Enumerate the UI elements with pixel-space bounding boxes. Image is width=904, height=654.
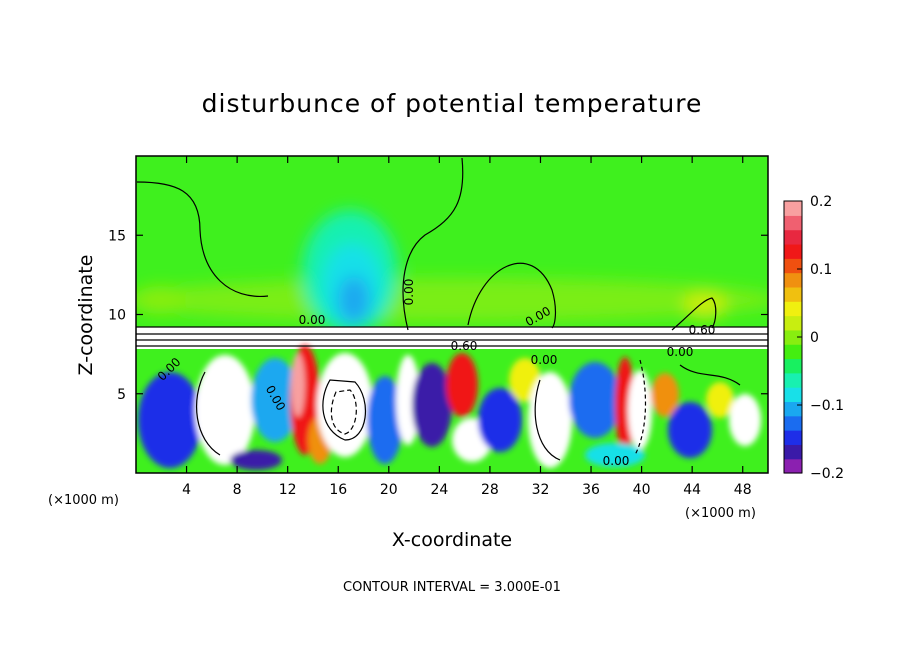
colorbar-tick-label: 0 <box>810 330 819 346</box>
contour-interval-note: CONTOUR INTERVAL = 3.000E-01 <box>343 580 561 595</box>
colorbar-swatch <box>784 258 802 274</box>
y-tick-label: 15 <box>108 228 126 244</box>
x-axis-label: X-coordinate <box>392 529 512 551</box>
contour-upper-right <box>671 297 717 331</box>
contour-label: 0.60 <box>451 339 478 353</box>
contour-bl-3 <box>330 389 357 435</box>
x-axis: 4 8 12 16 20 24 28 32 36 40 44 48 <box>182 156 752 498</box>
blob-yellow-2 <box>706 382 734 418</box>
colorbar-swatch <box>784 358 802 374</box>
colorbar-swatch <box>784 430 802 445</box>
colorbar-swatch <box>784 243 802 259</box>
blob-cyan-2 <box>585 443 645 467</box>
colorbar-swatch <box>784 444 802 460</box>
x-tick-label: 12 <box>279 482 297 498</box>
x-tick-label: 48 <box>734 482 752 498</box>
contour-bl-6 <box>679 364 741 386</box>
contour-lines <box>136 157 768 461</box>
contour-bl-2 <box>322 379 367 441</box>
colorbar-swatch <box>784 286 802 302</box>
x-unit-left: (×1000 m) <box>48 493 119 508</box>
colorbar-tick-label: 0.2 <box>810 194 832 210</box>
contour-bl-4 <box>534 379 561 461</box>
x-tick-label: 36 <box>582 482 600 498</box>
cool-anomaly-core <box>338 276 370 324</box>
colorbar-swatch <box>784 344 802 360</box>
upper-light-green-band <box>136 278 768 322</box>
blob-orange-2 <box>651 373 679 417</box>
contour-label: 0.00 <box>299 313 326 327</box>
blob-navy-2 <box>230 450 282 470</box>
contour-upper-left <box>136 181 269 297</box>
blob-blue-2 <box>367 376 403 464</box>
x-tick-label: 20 <box>380 482 398 498</box>
y-tick-label: 5 <box>117 387 126 403</box>
blob-white-6 <box>628 370 652 450</box>
y-axis-label: Z-coordinate <box>75 255 97 376</box>
colorbar-swatch <box>784 301 802 317</box>
colorbar-swatch <box>784 329 802 345</box>
colorbar-swatch <box>784 315 802 331</box>
colorbar-tick-label: −0.1 <box>810 398 844 414</box>
heatmap-field <box>136 156 768 473</box>
blob-blue-1 <box>138 372 202 468</box>
x-tick-label: 16 <box>329 482 347 498</box>
contour-upper-mid <box>402 157 464 331</box>
colorbar: 0.2 0.1 0 −0.1 −0.2 <box>783 194 844 482</box>
blob-white-5 <box>528 372 572 468</box>
x-tick-label: 40 <box>633 482 651 498</box>
contour-label: 0.60 <box>689 323 716 337</box>
colorbar-swatch <box>784 372 802 388</box>
x-tick-label: 24 <box>430 482 448 498</box>
colorbar-tick-label: −0.2 <box>810 466 844 482</box>
x-unit-right: (×1000 m) <box>685 506 756 521</box>
x-tick-label: 4 <box>182 482 191 498</box>
chart-title: disturbunce of potential temperature <box>202 89 703 118</box>
colorbar-swatch <box>784 272 802 288</box>
blob-blue-4 <box>569 362 621 438</box>
colorbar-swatch <box>784 201 802 216</box>
contour-upper-bump <box>467 262 557 329</box>
y-tick-label: 10 <box>108 308 126 324</box>
contour-label: 0.00 <box>402 279 416 306</box>
blob-red-2 <box>446 353 478 417</box>
contour-label: 0.00 <box>603 454 630 468</box>
blob-white-7 <box>729 394 761 446</box>
colorbar-swatch <box>784 415 802 431</box>
colorbar-swatch <box>784 401 802 417</box>
colorbar-swatch <box>784 215 802 231</box>
x-tick-label: 28 <box>481 482 499 498</box>
contour-bl-5 <box>634 359 647 456</box>
blob-white-1 <box>195 355 255 465</box>
contour-label: 0.00 <box>667 345 694 359</box>
colorbar-tick-label: 0.1 <box>810 262 832 278</box>
y-axis: 5 10 15 <box>108 228 768 403</box>
blob-pink-1 <box>291 353 305 417</box>
colorbar-swatch <box>784 458 802 474</box>
blob-blue-5 <box>668 402 712 458</box>
colorbar-swatch <box>784 387 802 403</box>
contour-bl-1 <box>195 371 221 456</box>
warm-anomaly-left <box>136 286 186 314</box>
x-tick-label: 32 <box>532 482 550 498</box>
blob-cyan-1 <box>251 358 299 442</box>
colorbar-swatch <box>784 229 802 245</box>
contour-label: 0.00 <box>531 353 558 367</box>
blob-navy-1 <box>412 363 452 447</box>
inversion-band <box>136 327 768 349</box>
blob-blue-3 <box>478 388 522 452</box>
x-tick-label: 44 <box>683 482 701 498</box>
x-tick-label: 8 <box>233 482 242 498</box>
